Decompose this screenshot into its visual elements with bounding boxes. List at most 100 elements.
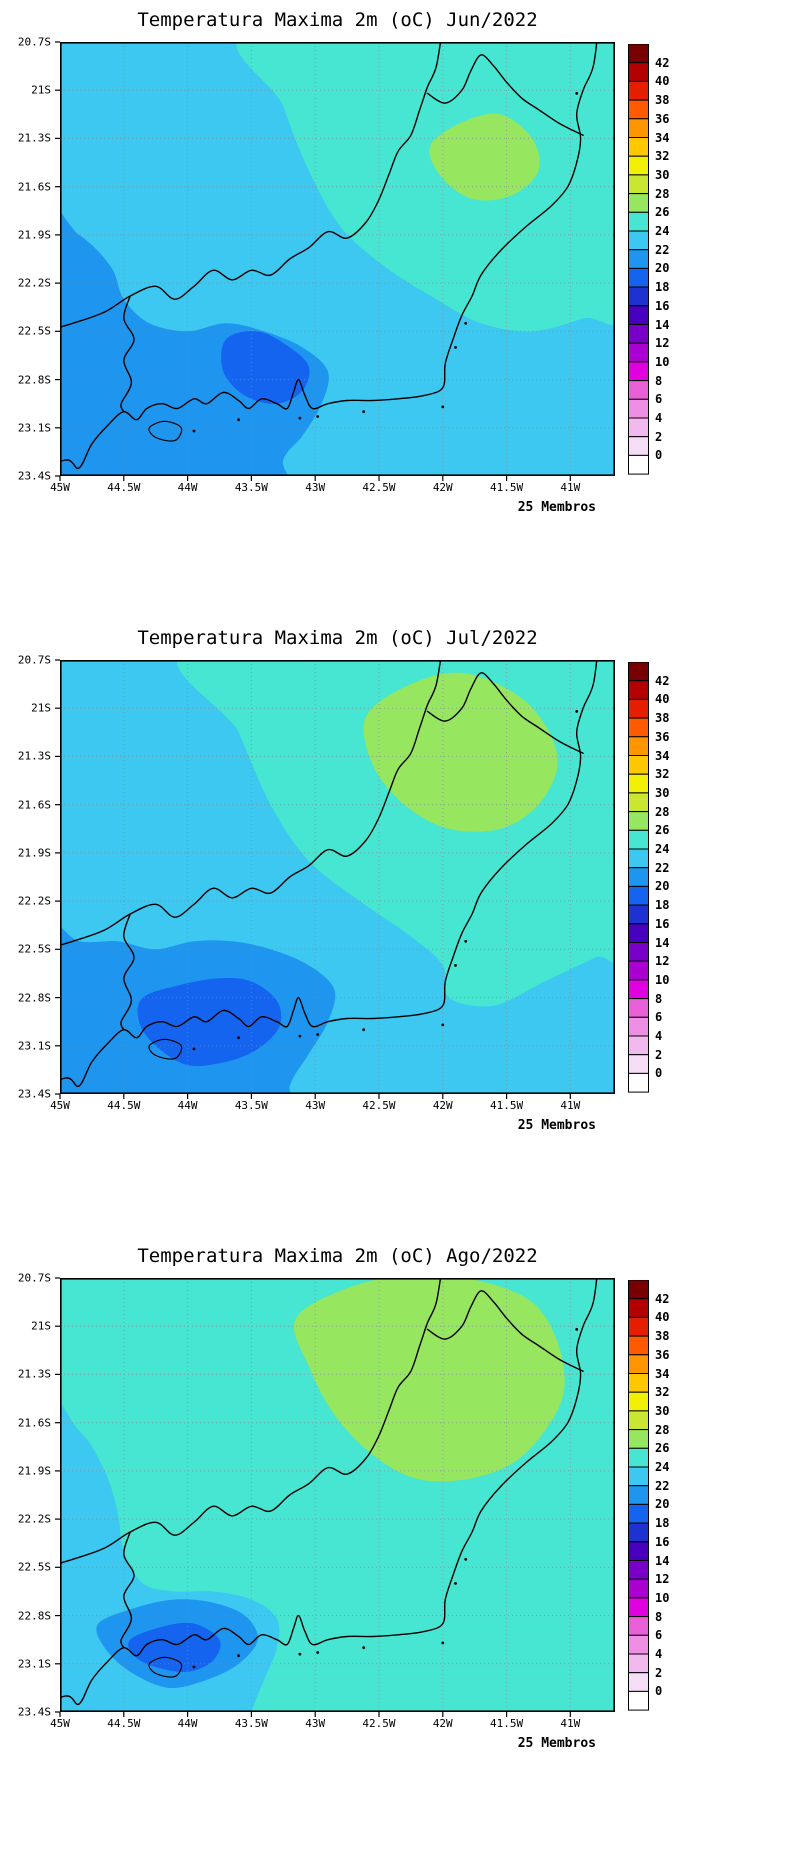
islet-dot (464, 939, 468, 943)
islet-dot (237, 1036, 241, 1040)
colorbar-tick-label: 28 (655, 1422, 670, 1437)
map-panel: Temperatura Maxima 2m (oC) Jun/2022 20.7… (0, 0, 800, 618)
islet-dot (575, 92, 579, 95)
colorbar-segment (628, 1429, 649, 1449)
islet-dot (298, 1652, 302, 1656)
ensemble-caption: 25 Membros (517, 1736, 596, 1751)
islet-dot (237, 1654, 241, 1658)
lat-tick-label: 21S (31, 83, 51, 97)
colorbar-segment (628, 698, 649, 719)
colorbar-segment (628, 99, 649, 120)
lon-tick-label: 43W (305, 481, 326, 494)
colorbar-segment (628, 1522, 649, 1543)
colorbar-tick-label: 38 (655, 93, 670, 108)
lat-tick-label: 21.6S (17, 180, 51, 194)
temperature-band-region (363, 672, 558, 832)
colorbar-tick-label: 10 (655, 354, 670, 369)
lon-tick-label: 45W (50, 1717, 70, 1730)
colorbar-tick-label: 2 (655, 1665, 663, 1680)
colorbar (628, 43, 650, 476)
panel-title: Temperatura Maxima 2m (oC) Jun/2022 (137, 9, 538, 31)
islet-dot (464, 1557, 468, 1561)
lon-tick-label: 44W (177, 1099, 198, 1112)
colorbar-tick-label: 30 (655, 1403, 670, 1418)
colorbar-segment (628, 904, 649, 925)
colorbar-segment (628, 1391, 649, 1412)
colorbar-tick-label: 42 (655, 1291, 670, 1306)
lat-axis: 20.7S 21S 21.3S 21.6S 21.9S 22.2S 22.5S 22.8S 23… (0, 36, 56, 483)
colorbar-tick-label: 32 (655, 149, 670, 164)
colorbar-labels: 0 2 4 6 8 10 12 14 16 18 20 22 24 26 28 30 32 34 36 38 40 42 (655, 1280, 685, 1712)
map-canvas (55, 41, 616, 481)
islet-dot (575, 710, 579, 713)
state-border (426, 1290, 584, 1372)
colorbar-segment (628, 1616, 649, 1636)
colorbar-segment (628, 436, 649, 456)
colorbar-tick-label: 18 (655, 280, 670, 295)
colorbar-segment (628, 755, 649, 775)
lon-axis: 45W 44.5W 44W 43.5W 43W 42.5W 42W 41.5W 41W (50, 1099, 615, 1113)
panel-title: Temperatura Maxima 2m (oC) Jul/2022 (137, 627, 538, 649)
colorbar-tick-label: 20 (655, 261, 670, 276)
colorbar-tick-label: 0 (655, 1684, 663, 1699)
lat-tick-label: 21.3S (17, 1367, 51, 1381)
colorbar-tick-label: 40 (655, 692, 670, 707)
lon-tick-label: 43W (305, 1717, 326, 1730)
colorbar-tick-label: 26 (655, 823, 670, 838)
colorbar-tick-label: 14 (655, 935, 670, 950)
colorbar-segment (628, 286, 649, 307)
colorbar-tick-label: 2 (655, 429, 663, 444)
map-canvas (55, 1277, 616, 1717)
islet-dot (464, 321, 468, 325)
colorbar-segment (628, 867, 649, 887)
lon-tick-label: 44.5W (107, 1099, 141, 1112)
colorbar-segment (628, 1410, 649, 1431)
colorbar-tick-label: 10 (655, 1590, 670, 1605)
colorbar-tick-label: 20 (655, 879, 670, 894)
colorbar-labels: 0 2 4 6 8 10 12 14 16 18 20 22 24 26 28 30 32 34 36 38 40 42 (655, 662, 685, 1094)
graticule (60, 660, 615, 1094)
colorbar-tick-label: 34 (655, 130, 670, 145)
axis-ticks (55, 1277, 571, 1717)
map-panel: Temperatura Maxima 2m (oC) Ago/2022 20.7… (0, 1236, 800, 1854)
colorbar-tick-label: 6 (655, 392, 663, 407)
colorbar-tick-label: 40 (655, 1310, 670, 1325)
islet-dot (192, 1047, 196, 1051)
colorbar-tick-label: 26 (655, 1441, 670, 1456)
colorbar-tick-label: 8 (655, 1609, 663, 1624)
colorbar-tick-label: 36 (655, 1347, 670, 1362)
islet-dot (454, 1582, 457, 1585)
colorbar-tick-label: 22 (655, 1478, 670, 1493)
state-border (120, 913, 135, 1031)
colorbar-tick-label: 22 (655, 242, 670, 257)
lat-tick-label: 21S (31, 1319, 51, 1333)
colorbar-tick-label: 6 (655, 1010, 663, 1025)
lat-tick-label: 23.4S (17, 1087, 51, 1101)
lat-tick-label: 21.6S (17, 1416, 51, 1430)
colorbar (628, 661, 650, 1094)
colorbar-tick-label: 0 (655, 1066, 663, 1081)
colorbar-segment (628, 848, 649, 869)
coastline (60, 42, 598, 470)
islet-dot (362, 410, 366, 414)
lat-tick-label: 21.9S (17, 228, 51, 242)
islet-dot (237, 418, 241, 422)
lat-tick-label: 22.8S (17, 373, 51, 387)
temperature-band-region (235, 42, 615, 332)
colorbar-tick-label: 4 (655, 1029, 663, 1043)
state-border (60, 1278, 442, 1564)
colorbar-segment (628, 1016, 649, 1037)
colorbar-tick-label: 4 (655, 411, 663, 425)
colorbar-segment (628, 342, 649, 363)
islet-dot (298, 416, 302, 420)
colorbar-tick-label: 24 (655, 842, 670, 856)
colorbar-tick-label: 24 (655, 224, 670, 238)
colorbar-segment (628, 942, 649, 962)
colorbar-tick-label: 32 (655, 1385, 670, 1400)
colorbar-tick-label: 42 (655, 673, 670, 688)
colorbar-segment (628, 1503, 649, 1524)
colorbar-segment (628, 454, 649, 475)
colorbar-segment (628, 1373, 649, 1393)
colorbar-tick-label: 28 (655, 186, 670, 201)
